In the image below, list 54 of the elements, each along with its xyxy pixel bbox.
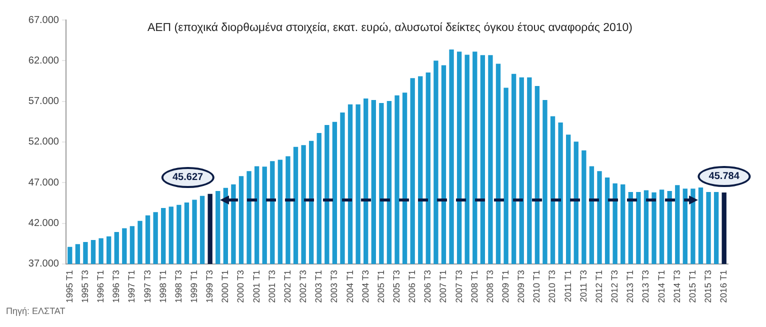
- x-tick-label: 2000 T1: [220, 270, 230, 303]
- x-tick-label: 1997 T3: [142, 270, 152, 303]
- x-tick-label: 1995 T1: [64, 270, 74, 303]
- x-tick-label: 2016 T1: [718, 270, 729, 303]
- y-tick-label: 37.000: [28, 258, 60, 270]
- y-tick-label: 57.000: [28, 96, 60, 108]
- x-tick-label: 2003 T3: [329, 270, 340, 303]
- x-tick-label: 1999 T1: [188, 270, 199, 303]
- x-tick-label: 2009 T3: [516, 270, 526, 303]
- x-tick-label: 2001 T1: [251, 270, 262, 303]
- y-tick-label: 52.000: [28, 136, 60, 148]
- x-tick-label: 2010 T1: [532, 270, 542, 303]
- x-tick-label: 2015 T3: [703, 270, 714, 303]
- y-tick-label: 47.000: [28, 177, 60, 188]
- x-tick-label: 1998 T3: [173, 270, 184, 303]
- x-tick-label: 2014 T3: [672, 270, 682, 303]
- x-tick-label: 1995 T3: [80, 270, 90, 303]
- x-tick-label: 2002 T1: [282, 270, 292, 303]
- y-tick-label: 42.000: [28, 218, 60, 230]
- annotation: 45.784: [698, 166, 750, 187]
- x-tick-label: 2000 T3: [236, 270, 246, 303]
- x-tick-label: 1997 T1: [126, 270, 137, 303]
- x-tick-label: 2012 T1: [594, 270, 604, 303]
- text: Πηγή: ΕΛΣΤΑΤ: [6, 306, 66, 316]
- x-tick-label: 2006 T1: [407, 270, 418, 303]
- x-tick-label: 1998 T1: [158, 270, 168, 303]
- x-tick-label: 2013 T1: [625, 270, 636, 303]
- y-tick-label: 62.000: [28, 55, 60, 66]
- x-tick-label: 2011 T3: [578, 270, 588, 302]
- x-tick-label: 2002 T3: [298, 270, 308, 303]
- x-tick-label: 2003 T1: [314, 270, 324, 303]
- x-tick-label: 2011 T1: [562, 270, 573, 302]
- x-tick-label: 2006 T3: [422, 270, 433, 303]
- y-tick-label: 67.000: [28, 14, 60, 26]
- chart-title: ΑΕΠ (εποχικά διορθωμένα στοιχεία, εκατ. ευρώ, αλυσωτοί δείκτες όγκου έτους αναφοράς 2010): [146, 22, 634, 34]
- x-tick-label: 2008 T1: [469, 270, 480, 303]
- x-tick-label: 2014 T1: [656, 270, 666, 303]
- x-tick-label: 2008 T3: [484, 270, 495, 303]
- x-tick-label: 1996 T3: [111, 270, 122, 303]
- x-tick-label: 1999 T3: [204, 270, 215, 303]
- x-tick-label: 2005 T1: [376, 270, 386, 303]
- x-tick-label: 2004 T1: [344, 270, 355, 303]
- x-tick-label: 2015 T1: [687, 270, 698, 303]
- x-tick-label: 2010 T3: [547, 270, 558, 303]
- x-tick-label: 2007 T3: [454, 270, 464, 303]
- x-tick-label: 1996 T1: [96, 270, 106, 303]
- x-tick-label: 2007 T1: [438, 270, 448, 303]
- x-tick-label: 2001 T3: [266, 270, 277, 303]
- x-tick-label: 2012 T3: [610, 270, 620, 303]
- annotation: 45.627: [161, 166, 214, 188]
- x-tick-label: 2009 T1: [500, 270, 511, 303]
- x-tick-label: 2013 T3: [640, 270, 651, 303]
- x-tick-label: 2005 T3: [391, 270, 402, 303]
- x-tick-label: 2004 T3: [360, 270, 370, 303]
